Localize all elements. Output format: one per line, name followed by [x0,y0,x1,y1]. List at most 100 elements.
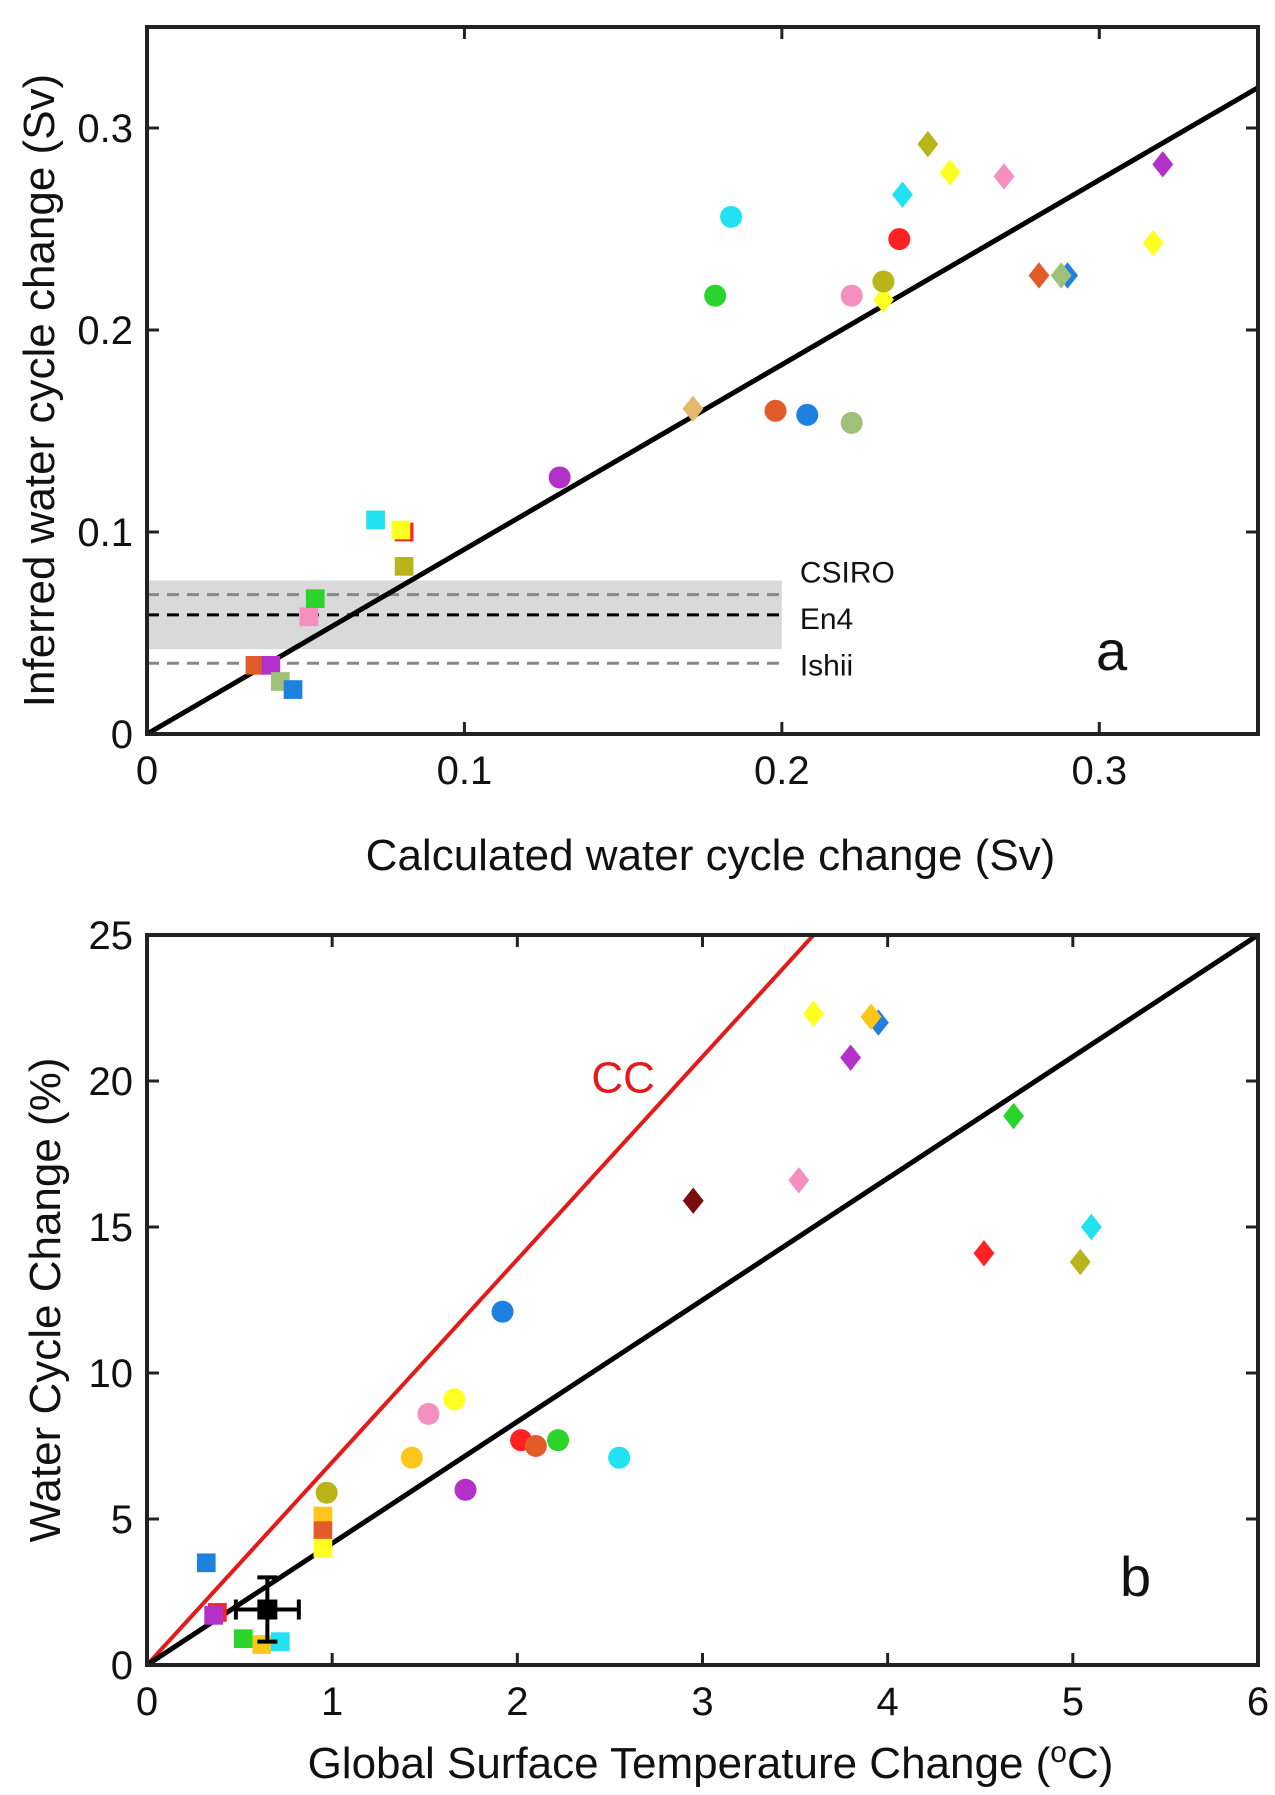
data-point-square [313,1506,333,1526]
x-axis-label-unit: C) [1067,1739,1113,1788]
y-tick-label: 15 [89,1206,134,1250]
reference-line-labels: CSIRO En4 Ishii [800,556,895,682]
data-point-circle [548,466,571,489]
data-point-square [313,1538,333,1558]
data-point-circle [491,1300,514,1323]
data-point-diamond [1050,262,1072,289]
cc-line [145,933,816,1667]
data-point-diamond [872,286,894,313]
x-tick-label: 5 [1062,1680,1084,1724]
data-point-circle [872,270,895,293]
degree-superscript: o [1050,1736,1067,1769]
data-point-diamond [939,159,961,186]
y-tick-label: 25 [89,914,134,958]
data-point-diamond [788,1167,810,1194]
shaded-band-rect [147,580,782,650]
observation-point [257,1599,278,1620]
data-points [196,1000,1102,1654]
x-tick-label: 0 [136,1680,158,1724]
fit-line-path [145,85,1260,737]
x-tick-labels: 0 1 2 3 4 5 6 [136,1680,1269,1724]
x-tick-label: 0.3 [1071,749,1127,793]
data-point-square [204,1606,224,1625]
panel-letter-b: b [1120,1545,1151,1608]
data-point-diamond [803,1000,825,1028]
data-point-circle [443,1388,466,1411]
x-tick-label: 0.1 [437,749,493,793]
x-axis-label: Calculated water cycle change (Sv) [366,831,1056,880]
data-point-circle [400,1446,423,1469]
y-tick-label: 0 [111,713,133,757]
x-tick-label: 0 [136,749,158,793]
panel-letter-a: a [1096,619,1128,682]
x-tick-label: 0.2 [754,749,810,793]
data-point-square [366,510,385,530]
y-axis-label: Water Cycle Change (%) [21,1058,70,1543]
data-point-square [233,1629,253,1649]
data-point-circle [608,1446,631,1469]
data-point-square [245,655,265,675]
x-tick-label: 4 [877,1680,899,1724]
data-point-diamond [1003,1102,1025,1130]
x-tick-labels: 0 0.1 0.2 0.3 [136,749,1127,793]
y-tick-labels: 0 0.1 0.2 0.3 [77,107,133,757]
y-tick-label: 0.2 [77,309,133,353]
data-point-diamond [1152,151,1174,178]
data-point-square [313,1521,333,1541]
data-point-circle [840,284,863,307]
data-point-circle [524,1435,547,1457]
data-point-diamond [682,395,704,422]
cc-label: CC [591,1054,655,1103]
x-axis-label-main: Global Surface Temperature Change ( [308,1739,1051,1788]
data-point-diamond [1080,1213,1102,1241]
data-point-diamond [917,130,939,158]
data-point-diamond [1028,262,1050,289]
cc-line-path [145,933,816,1667]
ishii-label: Ishii [800,649,853,682]
data-point-circle [417,1402,440,1425]
y-tick-label: 5 [111,1498,133,1542]
data-point-diamond [993,163,1015,190]
y-tick-label: 20 [89,1060,134,1104]
y-tick-label: 10 [89,1352,134,1396]
data-point-circle [888,228,911,251]
data-point-square [283,680,303,699]
shaded-band [147,580,782,650]
data-point-circle [547,1429,570,1452]
x-tick-label: 2 [506,1680,528,1724]
data-point-square [196,1553,216,1573]
data-point-diamond [860,1003,882,1030]
panel-a: 0 0.1 0.2 0.3 00.10.20.3 CSIRO En4 Ishii a … [15,25,1260,880]
fit-line [145,85,1260,737]
data-point-square [394,556,414,576]
data-point-circle [704,284,727,307]
data-point-diamond [1069,1248,1091,1276]
axis-ticks [145,27,1258,736]
observation-marker [233,1575,301,1644]
plot-frame [145,25,1260,736]
x-axis-label: Global Surface Temperature Change (oC) [308,1736,1114,1789]
x-tick-label: 6 [1247,1680,1269,1724]
data-point-square [270,1632,290,1651]
y-tick-labels: 0 5 10 15 20 25 [89,914,134,1688]
y-axis-label: Inferred water cycle change (Sv) [15,74,64,707]
data-point-circle [454,1478,477,1501]
y-tick-label: 0 [111,1644,133,1688]
data-point-circle [764,399,787,422]
data-point-diamond [682,1187,704,1214]
axis-ticks [145,933,1260,1667]
y-tick-label: 0.3 [77,107,133,151]
data-point-square [305,589,325,609]
en4-label: En4 [800,603,853,636]
data-point-diamond [840,1044,862,1071]
csiro-label: CSIRO [800,556,895,589]
x-tick-label: 1 [321,1680,343,1724]
panel-b: 0 1 2 3 4 5 6 0 5 10 15 20 25 CC b Global Surface T… [21,914,1269,1788]
data-point-square [261,655,281,675]
data-point-square [299,607,319,627]
x-tick-label: 3 [691,1680,713,1724]
data-point-circle [796,403,819,426]
data-point-circle [840,411,863,434]
